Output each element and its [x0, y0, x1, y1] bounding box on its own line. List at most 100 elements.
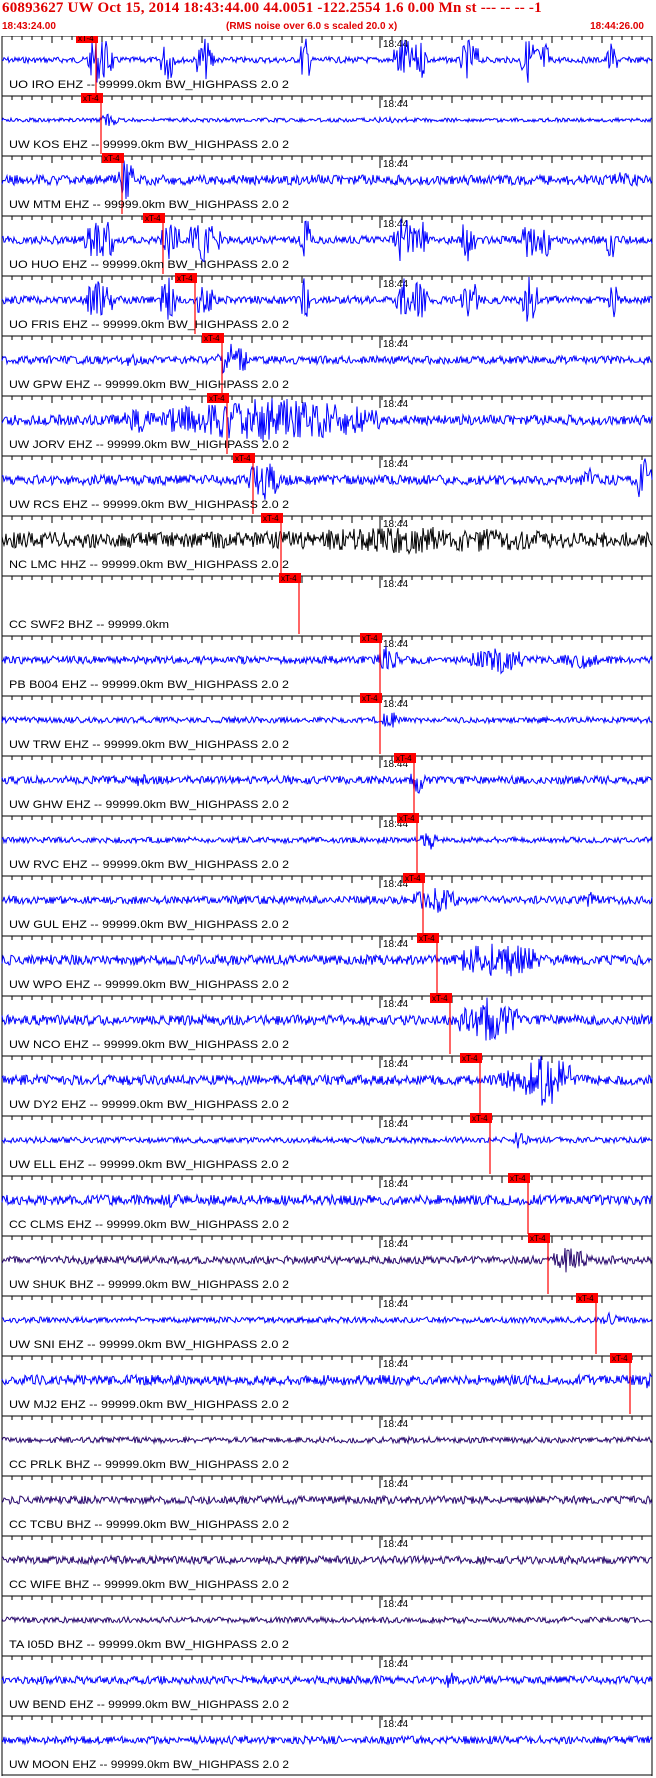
- time-ticks: [1, 216, 653, 223]
- start-time: 18:43:24.00: [2, 21, 56, 32]
- time-label: 18:44: [383, 459, 408, 470]
- pick-box: [417, 933, 439, 943]
- trace-28: 18:44 UW BEND EHZ -- 99999.0km BW_HIGHPAS…: [1, 1655, 653, 1716]
- waveform: [1, 1615, 653, 1625]
- pick-label: xT-4: [399, 814, 415, 823]
- pick-label: xT-4: [362, 694, 378, 703]
- end-time: 18:44:26.00: [590, 21, 644, 32]
- channel-label: CC PRLK BHZ -- 99999.0km BW_HIGHPASS 2.0…: [9, 1459, 289, 1471]
- channel-label: UW MOON EHZ -- 99999.0km BW_HIGHPASS 2.0…: [9, 1759, 289, 1771]
- channel-label: UO IRO EHZ -- 99999.0km BW_HIGHPASS 2.0 …: [9, 79, 289, 91]
- pick-box: [508, 1173, 530, 1183]
- time-ticks: [1, 996, 653, 1003]
- channel-label: UW JORV EHZ -- 99999.0km BW_HIGHPASS 2.0…: [9, 439, 289, 451]
- waveform: [1, 1494, 653, 1506]
- channel-label: UW GHW EHZ -- 99999.0km BW_HIGHPASS 2.0 …: [9, 799, 289, 811]
- waveform: [1, 113, 653, 126]
- time-ticks: [1, 1476, 653, 1483]
- trace-3: 18:44 xT-4 UW MTM EHZ -- 99999.0km BW_HIGH…: [1, 153, 653, 216]
- pick-label: xT-4: [462, 1054, 478, 1063]
- waveform: [1, 943, 653, 977]
- waveform: [1, 712, 653, 728]
- time-ticks: [1, 1116, 653, 1123]
- trace-2: 18:44 xT-4 UW KOS EHZ -- 99999.0km BW_HIGH…: [1, 93, 653, 156]
- trace-1: 18:44 xT-4 UO IRO EHZ -- 99999.0km BW_HIGH…: [1, 36, 653, 96]
- time-ticks: [1, 1716, 653, 1723]
- trace-6: 18:44 xT-4 UW GPW EHZ -- 99999.0km BW_HIGH…: [1, 333, 653, 396]
- time-label: 18:44: [383, 1419, 408, 1430]
- pick-label: xT-4: [209, 394, 225, 403]
- waveform: [1, 773, 653, 794]
- time-ticks: [1, 876, 653, 883]
- pick-box: [394, 753, 416, 763]
- seismogram-traces: 18:44 xT-4 UO IRO EHZ -- 99999.0km BW_HIGH…: [1, 36, 653, 1776]
- time-label: 18:44: [383, 519, 408, 530]
- pick-label: xT-4: [510, 1174, 526, 1183]
- time-ticks: [1, 576, 653, 583]
- pick-label: xT-4: [177, 274, 193, 283]
- channel-label: TA I05D BHZ -- 99999.0km BW_HIGHPASS 2.0…: [9, 1639, 289, 1651]
- trace-17: 18:44 xT-4 UW NCO EHZ -- 99999.0km BW_HIGH…: [1, 993, 653, 1056]
- trace-21: 18:44 xT-4 UW SHUK BHZ -- 99999.0km BW_HIG…: [1, 1233, 653, 1296]
- channel-label: UO FRIS EHZ -- 99999.0km BW_HIGHPASS 2.0…: [9, 319, 289, 331]
- pick-box: [397, 813, 419, 823]
- trace-25: 18:44 CC TCBU BHZ -- 99999.0km BW_HIGHPAS…: [1, 1475, 653, 1536]
- time-label: 18:44: [383, 1599, 408, 1610]
- pick-box: [175, 273, 197, 283]
- trace-27: 18:44 TA I05D BHZ -- 99999.0km BW_HIGHPAS…: [1, 1595, 653, 1656]
- trace-7: 18:44 xT-4 UW JORV EHZ -- 99999.0km BW_HIG…: [1, 393, 653, 456]
- channel-label: CC WIFE BHZ -- 99999.0km BW_HIGHPASS 2.0…: [9, 1579, 289, 1591]
- pick-box: [360, 633, 382, 643]
- time-label: 18:44: [383, 699, 408, 710]
- waveform: [1, 343, 653, 374]
- waveform: [1, 1248, 653, 1273]
- pick-box: [470, 1113, 492, 1123]
- trace-29: 18:44 UW MOON EHZ -- 99999.0km BW_HIGHPAS…: [1, 1715, 653, 1776]
- time-label: 18:44: [383, 1059, 408, 1070]
- trace-10: 18:44 xT-4 CC SWF2 BHZ -- 99999.0km: [1, 573, 653, 636]
- trace-5: 18:44 xT-4 UO FRIS EHZ -- 99999.0km BW_HIG…: [1, 273, 653, 336]
- channel-label: UW BEND EHZ -- 99999.0km BW_HIGHPASS 2.0…: [9, 1699, 289, 1711]
- pick-label: xT-4: [362, 634, 378, 643]
- time-ticks: [1, 396, 653, 403]
- time-label: 18:44: [383, 1479, 408, 1490]
- channel-label: UW RCS EHZ -- 99999.0km BW_HIGHPASS 2.0 …: [9, 499, 289, 511]
- pick-box: [207, 393, 229, 403]
- time-ticks: [1, 1296, 653, 1303]
- trace-19: 18:44 xT-4 UW ELL EHZ -- 99999.0km BW_HIGH…: [1, 1113, 653, 1176]
- trace-4: 18:44 xT-4 UO HUO EHZ -- 99999.0km BW_HIGH…: [1, 213, 653, 276]
- time-ticks: [1, 756, 653, 763]
- time-ticks: [1, 1596, 653, 1603]
- time-label: 18:44: [383, 399, 408, 410]
- channel-label: UW MJ2 EHZ -- 99999.0km BW_HIGHPASS 2.0 …: [9, 1399, 289, 1411]
- pick-label: xT-4: [396, 754, 412, 763]
- time-ticks: [1, 516, 653, 523]
- pick-box: [576, 1293, 598, 1303]
- trace-12: 18:44 xT-4 UW TRW EHZ -- 99999.0km BW_HIGH…: [1, 693, 653, 756]
- pick-label: xT-4: [419, 934, 435, 943]
- pick-box: [261, 513, 283, 523]
- time-ticks: [1, 936, 653, 943]
- time-ticks: [1, 816, 653, 823]
- pick-box: [403, 873, 425, 883]
- pick-box: [610, 1353, 632, 1363]
- time-label: 18:44: [383, 879, 408, 890]
- waveform: [1, 38, 653, 83]
- channel-label: UW NCO EHZ -- 99999.0km BW_HIGHPASS 2.0 …: [9, 1039, 289, 1051]
- time-label: 18:44: [383, 99, 408, 110]
- pick-box: [202, 333, 224, 343]
- pick-label: xT-4: [204, 334, 220, 343]
- trace-16: 18:44 xT-4 UW WPO EHZ -- 99999.0km BW_HIGH…: [1, 933, 653, 996]
- time-label: 18:44: [383, 159, 408, 170]
- rms-note: (RMS noise over 6.0 s scaled 20.0 x): [226, 21, 398, 32]
- header: 60893627 UW Oct 15, 2014 18:43:44.00 44.…: [0, 0, 656, 36]
- waveform: [1, 218, 653, 263]
- waveform: [1, 1132, 653, 1149]
- pick-label: xT-4: [530, 1234, 546, 1243]
- pick-label: xT-4: [78, 36, 94, 43]
- channel-label: UO HUO EHZ -- 99999.0km BW_HIGHPASS 2.0 …: [9, 259, 289, 271]
- waveform: [1, 833, 653, 850]
- trace-23: 18:44 xT-4 UW MJ2 EHZ -- 99999.0km BW_HIGH…: [1, 1353, 653, 1416]
